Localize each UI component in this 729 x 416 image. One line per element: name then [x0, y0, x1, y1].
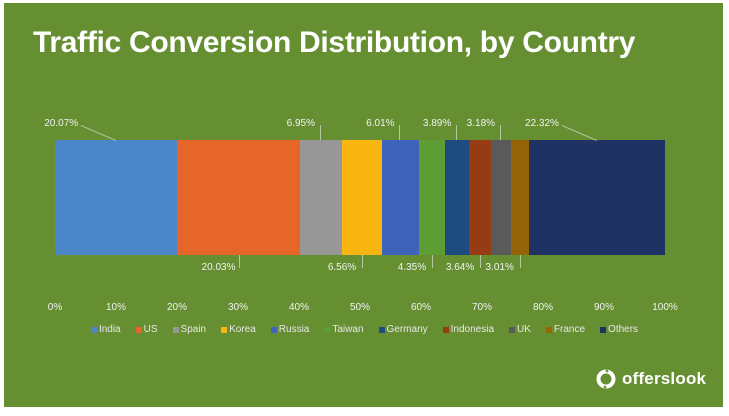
data-label-france: 3.01%: [485, 262, 514, 273]
legend-item-france: France: [545, 324, 586, 335]
x-tick-label: 10%: [105, 302, 127, 313]
x-tick-label: 50%: [349, 302, 371, 313]
leader-line: [238, 255, 240, 268]
legend-item-spain: Spain: [172, 324, 207, 335]
legend-label: Others: [608, 324, 639, 335]
leader-line: [431, 255, 433, 268]
legend-item-india: India: [90, 324, 121, 335]
bar-segment-uk: [491, 140, 511, 255]
legend-item-us: US: [135, 324, 158, 335]
legend-swatch-icon: [378, 326, 385, 333]
x-axis: 0% 10% 20% 30% 40% 50% 60% 70% 80% 90% 100%: [48, 302, 678, 316]
bar-segment-others: [528, 140, 665, 255]
bar-segment-indonesia: [468, 140, 492, 255]
data-label-russia: 6.01%: [366, 118, 395, 129]
x-tick-label: 90%: [593, 302, 615, 313]
leader-line: [319, 125, 321, 140]
legend-label: Taiwan: [332, 324, 364, 335]
bar-segment-russia: [382, 140, 419, 255]
leader-line: [362, 255, 363, 268]
bar-segment-germany: [445, 140, 469, 255]
legend-label: Spain: [180, 324, 207, 335]
bar-segment-us: [177, 140, 300, 255]
x-tick-label: 30%: [227, 302, 249, 313]
leader-line: [480, 255, 482, 268]
legend-label: Indonesia: [450, 324, 495, 335]
offerslook-logo-icon: [596, 369, 616, 389]
legend-label: France: [553, 324, 586, 335]
leader-line: [456, 125, 458, 140]
bar-segment-korea: [341, 140, 382, 255]
legend-swatch-icon: [135, 326, 142, 333]
x-tick-label: 40%: [288, 302, 310, 313]
legend-item-indonesia: Indonesia: [442, 324, 495, 335]
x-tick-label: 20%: [166, 302, 188, 313]
bar-segment-taiwan: [418, 140, 446, 255]
legend-swatch-icon: [324, 326, 331, 333]
legend-item-germany: Germany: [378, 324, 428, 335]
legend-swatch-icon: [270, 326, 277, 333]
legend-item-korea: Korea: [221, 324, 256, 335]
data-label-spain: 6.95%: [286, 118, 315, 129]
leader-line: [519, 255, 521, 268]
data-label-indonesia: 3.64%: [445, 262, 475, 273]
legend-item-russia: Russia: [270, 324, 310, 335]
x-tick-label: 100%: [652, 302, 678, 313]
leader-line: [499, 125, 501, 140]
brand-name: offerslook: [622, 369, 707, 388]
legend-swatch-icon: [600, 326, 607, 333]
bar-segment-spain: [299, 140, 342, 255]
legend-label: Russia: [278, 324, 310, 335]
data-label-india: 20.07%: [44, 118, 79, 129]
brand-logo: offerslook: [596, 369, 706, 389]
legend-item-taiwan: Taiwan: [324, 324, 364, 335]
legend-label: India: [98, 324, 121, 335]
legend: India US Spain Korea Russia Taiwan Germany Indo…: [0, 324, 729, 335]
legend-swatch-icon: [221, 326, 228, 333]
data-label-germany: 3.89%: [422, 118, 452, 129]
legend-swatch-icon: [509, 326, 516, 333]
data-label-us: 20.03%: [201, 262, 236, 273]
legend-swatch-icon: [90, 326, 97, 333]
legend-label: Germany: [386, 324, 428, 335]
data-label-uk: 3.18%: [466, 118, 496, 129]
legend-label: UK: [517, 324, 531, 335]
data-label-korea: 6.56%: [327, 262, 357, 273]
legend-item-uk: UK: [509, 324, 531, 335]
legend-label: US: [143, 324, 158, 335]
legend-label: Korea: [229, 324, 256, 335]
legend-swatch-icon: [172, 326, 179, 333]
stacked-bar: [55, 140, 665, 255]
data-label-others: 22.32%: [525, 118, 559, 129]
x-tick-label: 80%: [532, 302, 554, 313]
legend-item-others: Others: [600, 324, 638, 335]
x-tick-label: 70%: [471, 302, 493, 313]
legend-swatch-icon: [442, 326, 449, 333]
x-tick-label: 0%: [47, 302, 63, 313]
bar-segment-france: [510, 140, 529, 255]
data-label-taiwan: 4.35%: [397, 262, 427, 273]
bar-segment-india: [55, 140, 178, 255]
x-tick-label: 60%: [410, 302, 432, 313]
chart-title: Traffic Conversion Distribution, by Coun…: [33, 26, 636, 59]
legend-swatch-icon: [545, 326, 552, 333]
